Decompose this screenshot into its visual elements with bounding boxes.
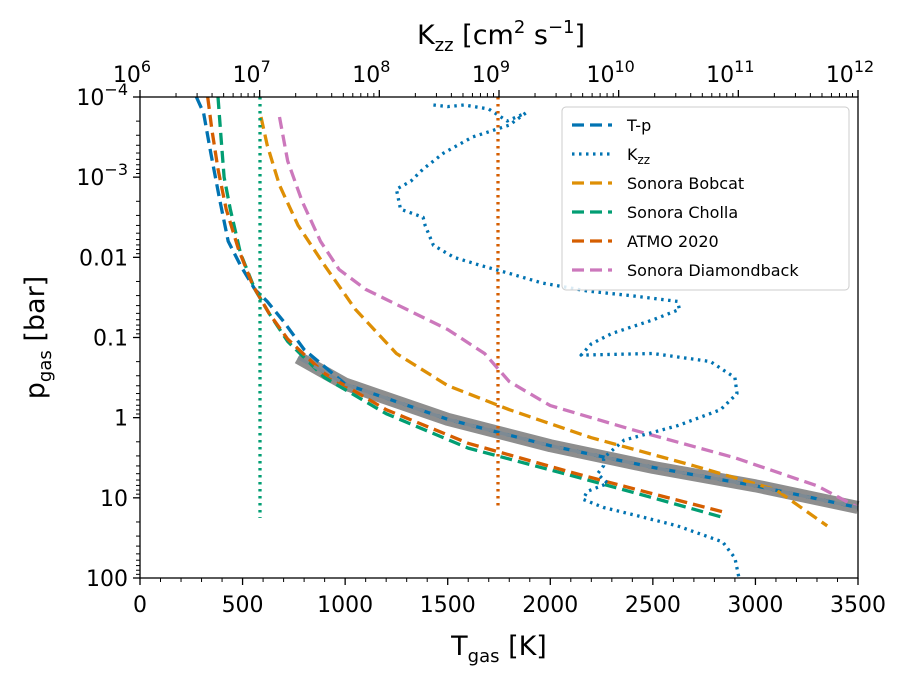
series-atmo-2020 (206, 96, 726, 514)
x-tick-label: 1500 (420, 593, 476, 618)
x-tick-label: 3000 (727, 593, 783, 618)
x-axis-label: Tgas [K] (450, 631, 547, 667)
y-tick-label: 100 (86, 567, 128, 592)
x-tick-label: 3500 (830, 593, 886, 618)
ticks-layer: 0 500 1000 1500 2000 2500 3000 3500 10−4 10−3 0.01… (76, 57, 886, 618)
x-tick-label: 2000 (522, 593, 578, 618)
y-tick-label: 10 (100, 487, 128, 512)
top-tick-label: 108 (352, 57, 390, 88)
y-tick-label: 10−4 (76, 80, 128, 111)
y-axis-label: pgas [bar] (20, 276, 56, 399)
plot-frame (139, 96, 859, 579)
top-tick-label: 1010 (586, 57, 634, 88)
legend-label: T-p (626, 116, 651, 135)
legend-label: Kzz (627, 145, 650, 167)
series-sonora-bobcat (259, 116, 829, 528)
legend-label: Sonora Bobcat (627, 174, 744, 193)
series-t-p (194, 96, 859, 510)
y-tick-label: 1 (114, 407, 128, 432)
x-tick-label: 500 (222, 593, 264, 618)
x-tick-label: 2500 (625, 593, 681, 618)
x-tick-label: 0 (133, 593, 147, 618)
top-tick-label: 107 (233, 57, 271, 88)
series-sonora-diamondback (277, 116, 859, 509)
legend-label: Sonora Diamondback (627, 261, 799, 280)
top-tick-label: 1012 (826, 57, 874, 88)
top-tick-label: 1011 (706, 57, 754, 88)
legend-box (561, 106, 850, 291)
y-tick-label: 0.01 (79, 246, 128, 271)
top-x-axis-label: Kzz [cm2 s−1] (417, 17, 585, 56)
series-layer (194, 96, 859, 579)
legend-label: ATMO 2020 (627, 232, 719, 251)
y-tick-label: 0.1 (93, 327, 128, 352)
legend-label: Sonora Cholla (627, 203, 738, 222)
fit-band-overlay (297, 356, 859, 510)
legend: T-p Kzz Sonora Bobcat Sonora Cholla ATMO 202… (561, 106, 850, 291)
x-tick-label: 1000 (317, 593, 373, 618)
top-tick-label: 106 (113, 57, 151, 88)
top-tick-label: 109 (472, 57, 510, 88)
y-tick-label: 10−3 (76, 160, 128, 191)
